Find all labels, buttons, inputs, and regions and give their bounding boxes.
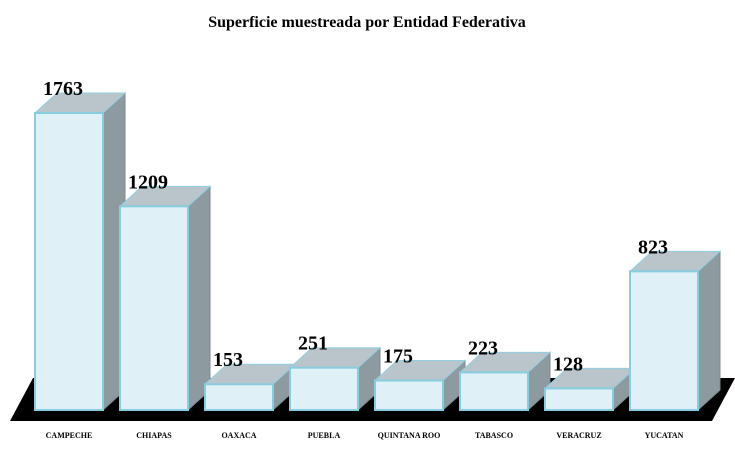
value-label: 1209 xyxy=(128,171,168,193)
x-tick-label: YUCATAN xyxy=(644,431,684,440)
x-tick-label: PUEBLA xyxy=(307,431,341,440)
bar xyxy=(629,270,699,411)
bar xyxy=(544,387,614,412)
value-label: 823 xyxy=(638,236,668,258)
x-tick-label: OAXACA xyxy=(221,431,257,440)
bar xyxy=(204,383,274,412)
x-tick-label: CHIAPAS xyxy=(136,431,172,440)
x-tick-label: VERACRUZ xyxy=(556,431,602,440)
chart-title: Superficie muestreada por Entidad Federa… xyxy=(208,14,526,31)
value-label: 153 xyxy=(213,349,243,371)
bar-side xyxy=(697,250,721,412)
x-tick-label: CAMPECHE xyxy=(45,431,93,440)
value-label: 251 xyxy=(298,333,328,355)
value-label: 223 xyxy=(468,337,498,359)
x-tick-label: TABASCO xyxy=(474,431,514,440)
value-label: 175 xyxy=(383,346,413,368)
value-label: 1763 xyxy=(43,78,83,100)
bar-side xyxy=(187,185,211,412)
bar xyxy=(119,205,189,411)
x-tick-label: QUINTANA ROO xyxy=(377,431,441,440)
bar xyxy=(374,379,444,412)
bar xyxy=(289,366,359,411)
value-label: 128 xyxy=(553,353,583,375)
bar xyxy=(34,112,104,411)
bar xyxy=(459,371,529,411)
